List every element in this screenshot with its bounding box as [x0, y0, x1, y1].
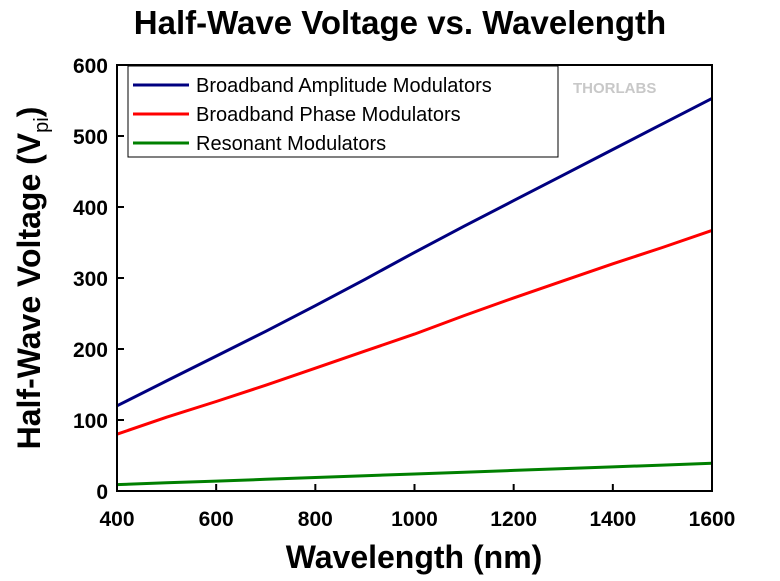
y-axis-label-subscript: pi	[31, 117, 53, 133]
x-tick-label: 600	[199, 508, 234, 531]
y-tick-label: 200	[73, 339, 108, 362]
legend-box	[127, 65, 559, 158]
y-axis-label-main: Half-Wave Voltage (V	[11, 132, 47, 449]
x-tick-label: 1200	[490, 508, 537, 531]
plot-frame	[116, 64, 713, 492]
series-line-amplitude	[116, 97, 713, 408]
x-tick-label: 1600	[689, 508, 736, 531]
legend-label-resonant: Resonant Modulators	[196, 133, 386, 155]
y-axis-label: Half-Wave Voltage (Vpi)	[11, 107, 53, 450]
y-tick-label: 500	[73, 126, 108, 149]
y-tick-label: 100	[73, 410, 108, 433]
legend-label-phase: Broadband Phase Modulators	[196, 104, 461, 126]
series-line-resonant	[116, 461, 713, 487]
y-tick-label: 300	[73, 268, 108, 291]
series-line-phase	[116, 228, 713, 436]
axis-ticks: 400 600 800 1000 1200 1400 1600 0 100 200 300 400 50…	[73, 55, 735, 531]
y-axis-label-close: )	[11, 107, 47, 118]
chart-title: Half-Wave Voltage vs. Wavelength	[134, 4, 666, 41]
x-axis-label: Wavelength (nm)	[286, 539, 543, 575]
legend: Broadband Amplitude Modulators Broadband…	[127, 65, 559, 158]
x-tick-label: 400	[99, 508, 134, 531]
legend-label-amplitude: Broadband Amplitude Modulators	[196, 75, 492, 97]
x-tick-label: 800	[298, 508, 333, 531]
plot-lines	[116, 97, 713, 487]
y-tick-label: 0	[96, 481, 108, 504]
x-tick-label: 1000	[391, 508, 438, 531]
y-tick-label: 600	[73, 55, 108, 78]
x-tick-label: 1400	[589, 508, 636, 531]
thorlabs-watermark: THORLABS	[573, 80, 656, 97]
y-tick-label: 400	[73, 197, 108, 220]
